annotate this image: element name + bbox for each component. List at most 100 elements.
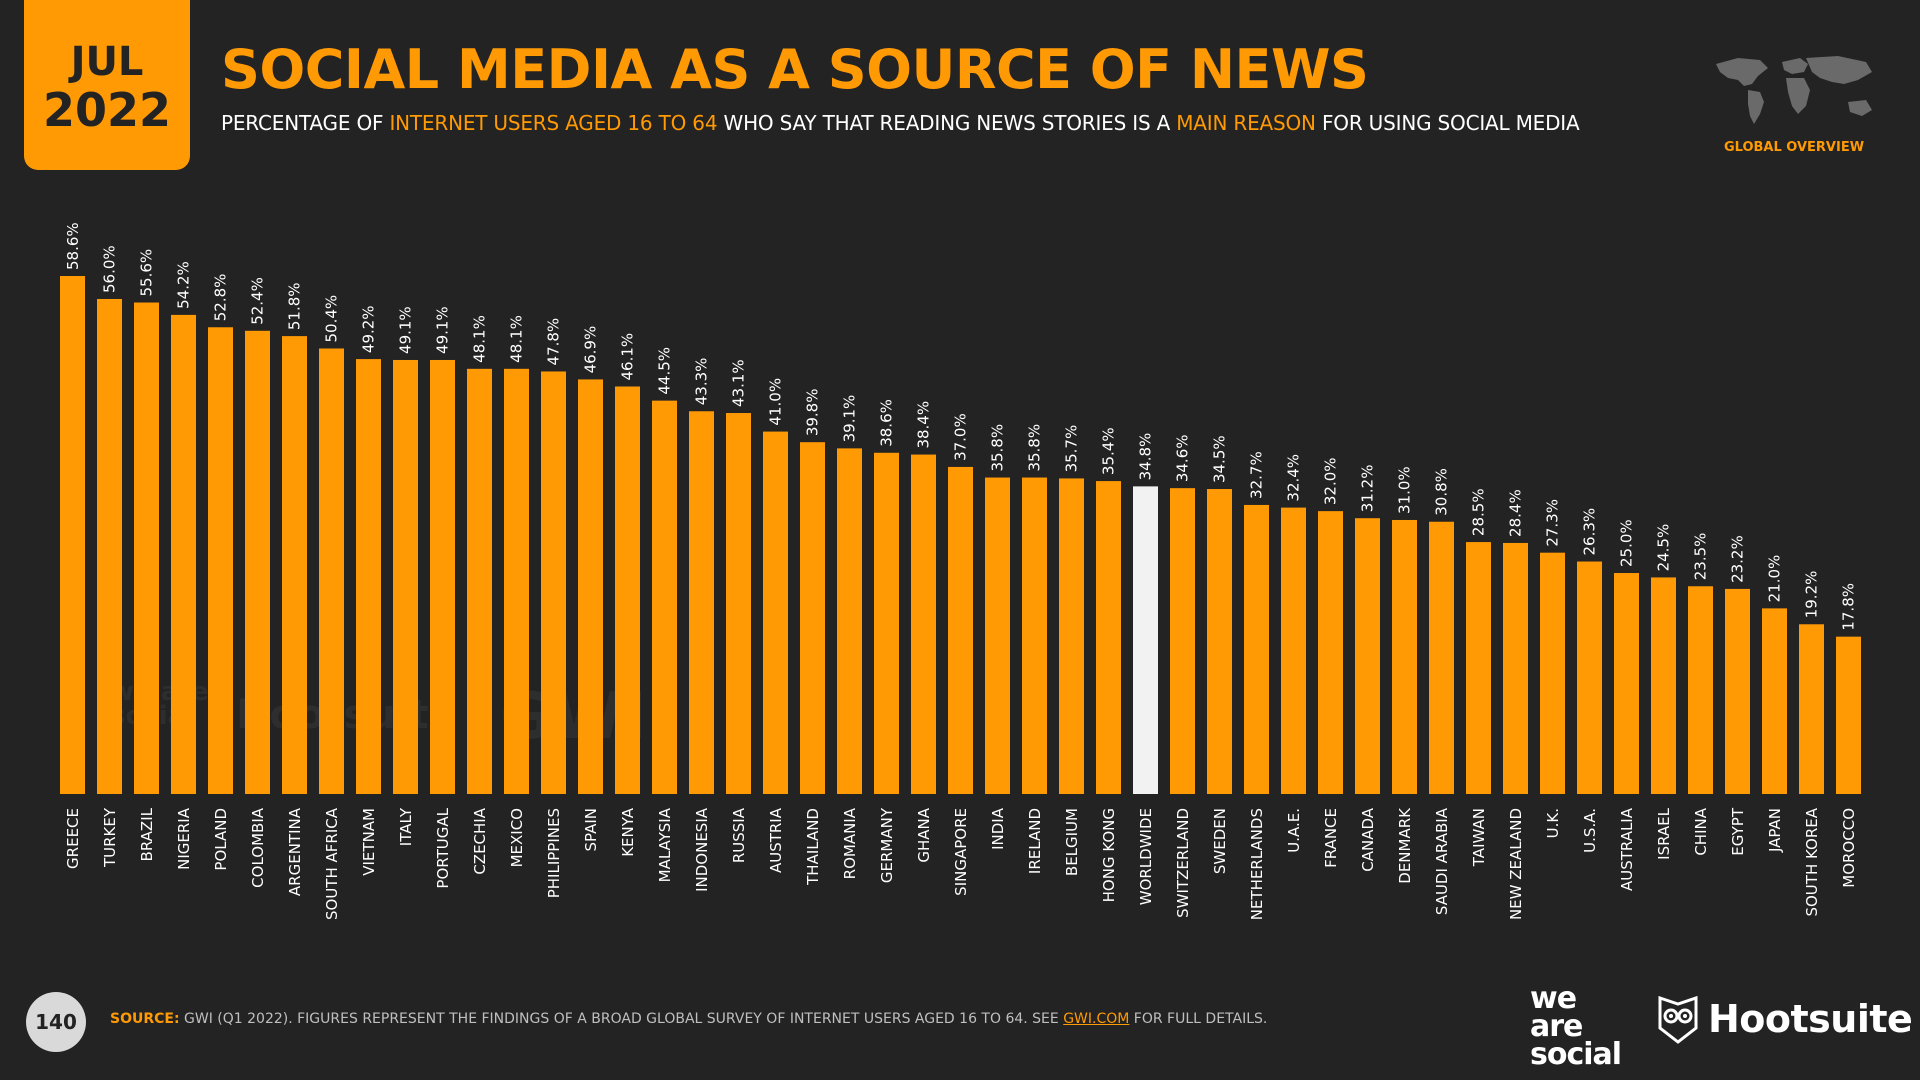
- data-label-denmark: 31.0%: [1396, 466, 1414, 514]
- bar-argentina: [282, 336, 307, 794]
- bar-india: [985, 477, 1010, 794]
- category-label-india: INDIA: [989, 807, 1007, 850]
- data-label-egypt: 23.2%: [1729, 535, 1747, 583]
- data-label-italy: 49.1%: [397, 306, 415, 354]
- data-label-spain: 46.9%: [582, 326, 600, 374]
- data-label-saudi-arabia: 30.8%: [1433, 468, 1451, 516]
- bar-denmark: [1392, 519, 1417, 794]
- source-link[interactable]: GWI.COM: [1063, 1011, 1130, 1027]
- bar-indonesia: [689, 411, 714, 794]
- we-are-social-logo: we are social: [1530, 981, 1622, 1072]
- category-label-taiwan: TAIWAN: [1470, 808, 1488, 867]
- category-label-singapore: SINGAPORE: [952, 808, 970, 896]
- bar-turkey: [97, 298, 122, 794]
- category-label-ghana: GHANA: [915, 807, 933, 862]
- data-label-turkey: 56.0%: [101, 245, 119, 293]
- category-label-romania: ROMANIA: [841, 807, 859, 879]
- data-label-russia: 43.1%: [730, 359, 748, 407]
- data-label-china: 23.5%: [1692, 533, 1710, 581]
- bar-kenya: [615, 386, 640, 794]
- category-label-israel: ISRAEL: [1655, 807, 1673, 859]
- bar-belgium: [1059, 478, 1084, 794]
- bar-nigeria: [171, 314, 196, 794]
- data-label-argentina: 51.8%: [286, 282, 304, 330]
- watermark-hootsuite: Hootsuite: [236, 692, 456, 738]
- bar-singapore: [948, 466, 973, 794]
- category-label-austria: AUSTRIA: [767, 807, 785, 873]
- bar-u-k: [1540, 552, 1565, 794]
- data-label-singapore: 37.0%: [952, 413, 970, 461]
- subtitle-part-3: WHO SAY THAT READING NEWS STORIES IS A: [717, 111, 1177, 135]
- category-label-china: CHINA: [1692, 807, 1710, 855]
- category-label-poland: POLAND: [212, 808, 230, 871]
- bar-ghana: [911, 454, 936, 794]
- bar-colombia: [245, 330, 270, 794]
- date-month: JUL: [70, 39, 144, 85]
- category-label-sweden: SWEDEN: [1211, 808, 1229, 874]
- page-subtitle: PERCENTAGE OF INTERNET USERS AGED 16 TO …: [221, 111, 1580, 135]
- data-label-new-zealand: 28.4%: [1507, 489, 1525, 537]
- data-label-japan: 21.0%: [1766, 555, 1784, 603]
- category-label-italy: ITALY: [397, 807, 415, 846]
- category-label-worldwide: WORLDWIDE: [1137, 808, 1155, 905]
- bar-thailand: [800, 442, 825, 794]
- bar-spain: [578, 379, 603, 794]
- bar-egypt: [1725, 588, 1750, 794]
- bar-poland: [208, 327, 233, 794]
- data-label-vietnam: 49.2%: [360, 305, 378, 353]
- data-label-taiwan: 28.5%: [1470, 488, 1488, 536]
- data-label-greece: 58.6%: [64, 222, 82, 270]
- category-label-morocco: MOROCCO: [1840, 808, 1858, 888]
- data-label-south-africa: 50.4%: [323, 295, 341, 343]
- data-label-switzerland: 34.6%: [1174, 434, 1192, 482]
- data-label-belgium: 35.7%: [1063, 425, 1081, 473]
- category-label-kenya: KENYA: [619, 807, 637, 857]
- data-label-canada: 31.2%: [1359, 465, 1377, 513]
- bar-worldwide: [1133, 486, 1158, 794]
- bar-south-korea: [1799, 624, 1824, 794]
- bar-vietnam: [356, 359, 381, 794]
- data-label-mexico: 48.1%: [508, 315, 526, 363]
- bar-u-s-a: [1577, 561, 1602, 794]
- category-label-switzerland: SWITZERLAND: [1174, 808, 1192, 918]
- bar-france: [1318, 511, 1343, 794]
- category-label-portugal: PORTUGAL: [434, 807, 452, 888]
- logo-we: we: [1530, 981, 1577, 1016]
- subtitle-part-1: PERCENTAGE OF: [221, 111, 390, 135]
- bar-netherlands: [1244, 504, 1269, 794]
- category-label-vietnam: VIETNAM: [360, 808, 378, 876]
- data-label-philippines: 47.8%: [545, 318, 563, 366]
- region-label: GLOBAL OVERVIEW: [1723, 140, 1865, 155]
- category-label-nigeria: NIGERIA: [175, 807, 193, 870]
- bar-switzerland: [1170, 488, 1195, 794]
- category-label-saudi-arabia: SAUDI ARABIA: [1433, 807, 1451, 915]
- subtitle-highlight-audience: INTERNET USERS AGED 16 TO 64: [389, 111, 718, 135]
- data-label-india: 35.8%: [989, 424, 1007, 472]
- date-badge: JUL 2022: [24, 0, 190, 170]
- category-label-denmark: DENMARK: [1396, 807, 1414, 884]
- page-number: 140: [26, 992, 86, 1052]
- category-label-egypt: EGYPT: [1729, 807, 1747, 856]
- category-label-canada: CANADA: [1359, 807, 1377, 872]
- data-label-malaysia: 44.5%: [656, 347, 674, 395]
- bar-russia: [726, 413, 751, 794]
- source-note: SOURCE: GWI (Q1 2022). FIGURES REPRESENT…: [110, 1011, 1267, 1027]
- bar-australia: [1614, 573, 1639, 794]
- data-label-morocco: 17.8%: [1840, 583, 1858, 631]
- bar-romania: [837, 448, 862, 794]
- data-label-ireland: 35.8%: [1026, 424, 1044, 472]
- data-label-romania: 39.1%: [841, 395, 859, 443]
- data-label-south-korea: 19.2%: [1803, 571, 1821, 619]
- source-text: GWI (Q1 2022). FIGURES REPRESENT THE FIN…: [179, 1011, 1064, 1027]
- bar-austria: [763, 431, 788, 794]
- logo-social: social: [1530, 1037, 1622, 1072]
- data-label-netherlands: 32.7%: [1248, 451, 1266, 499]
- data-label-hong-kong: 35.4%: [1100, 427, 1118, 475]
- category-label-hong-kong: HONG KONG: [1100, 808, 1118, 902]
- logo-are: are: [1530, 1009, 1583, 1044]
- category-label-philippines: PHILIPPINES: [545, 808, 563, 898]
- date-year: 2022: [42, 83, 172, 137]
- source-tail: FOR FULL DETAILS.: [1129, 1011, 1268, 1027]
- data-label-nigeria: 54.2%: [175, 261, 193, 309]
- category-label-new-zealand: NEW ZEALAND: [1507, 808, 1525, 920]
